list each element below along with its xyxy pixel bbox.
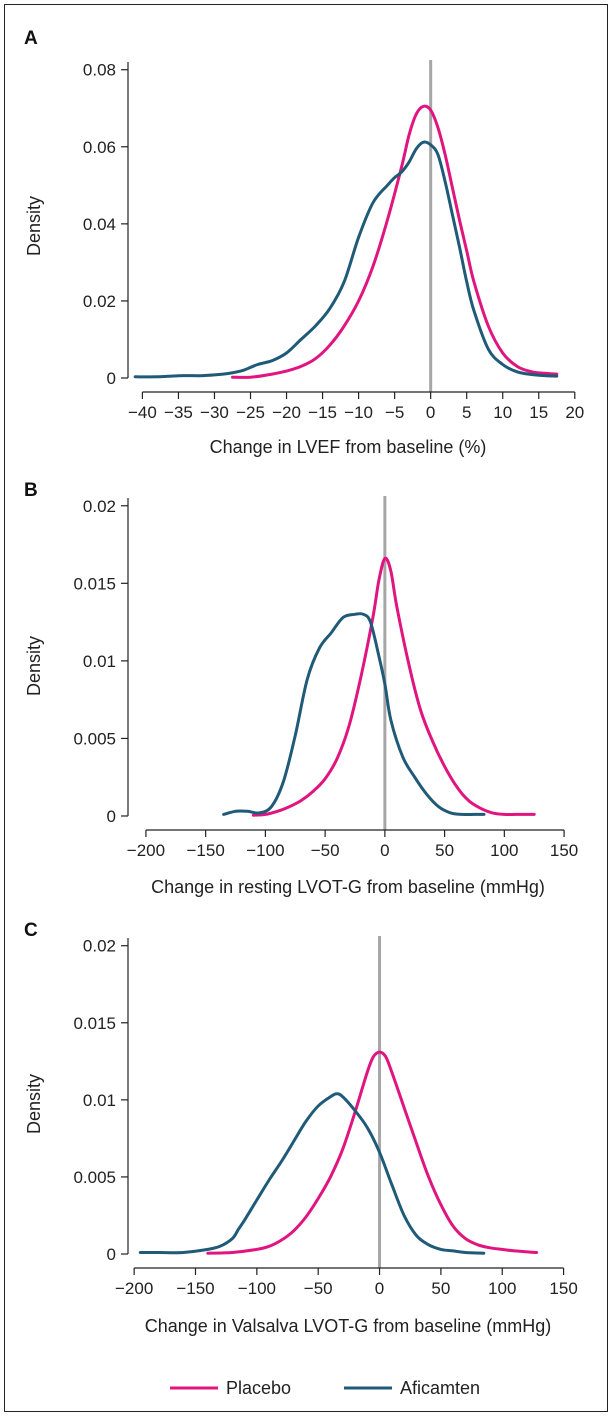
panel-b-x-tick-label: 150 <box>550 841 578 860</box>
panel-a-y-tick-label: 0.02 <box>83 292 116 311</box>
panel-c-x-tick-label: −200 <box>115 1279 153 1298</box>
panel-c-series-placebo <box>206 1050 539 1255</box>
panel-a-x-tick-label: −10 <box>344 403 373 422</box>
panel-a-x-tick-label: 15 <box>529 403 548 422</box>
panel-a-x-tick-label: 10 <box>493 403 512 422</box>
panel-b-x-tick-label: −150 <box>187 841 225 860</box>
panel-a-series-placebo <box>231 104 559 379</box>
panel-b: B Density Change in resting LVOT-G from … <box>24 480 578 897</box>
panel-b-x-tick-label: 0 <box>380 841 389 860</box>
panel-b-x-tick-label: −100 <box>246 841 284 860</box>
panel-a-x-tick-label: −30 <box>200 403 229 422</box>
legend-label-placebo: Placebo <box>226 1378 291 1398</box>
panel-b-x-axis-title: Change in resting LVOT-G from baseline (… <box>151 877 545 897</box>
panel-c-x-tick-label: −100 <box>238 1279 276 1298</box>
panel-a-y-axis-title: Density <box>24 196 44 256</box>
panel-b-y-tick-label: 0.02 <box>83 497 116 516</box>
panel-b-y-axis-title: Density <box>24 636 44 696</box>
panel-a-x-tick-label: −5 <box>385 403 404 422</box>
panel-b-x-tick-label: 50 <box>435 841 454 860</box>
panel-c-x-tick-label: 0 <box>375 1279 384 1298</box>
panel-a-y-tick-label: 0.06 <box>83 138 116 157</box>
panel-a-x-tick-label: 5 <box>462 403 471 422</box>
figure-frame <box>4 4 608 1412</box>
panel-c-letter: C <box>24 920 38 941</box>
panel-a-x-tick-label: −15 <box>308 403 337 422</box>
panel-c-y-tick-label: 0.01 <box>83 1091 116 1110</box>
legend-label-aficamten: Aficamten <box>400 1378 480 1398</box>
panel-a: A Density Change in LVEF from baseline (… <box>24 28 584 457</box>
panel-a-letter: A <box>24 28 38 49</box>
panel-b-y-tick-label: 0 <box>107 807 116 826</box>
panel-a-series-aficamten <box>133 140 559 379</box>
panel-a-x-tick-label: −40 <box>128 403 157 422</box>
panel-c-x-tick-label: −150 <box>176 1279 214 1298</box>
panel-b-series-aficamten <box>222 612 486 817</box>
panel-b-y-tick-label: 0.015 <box>73 574 116 593</box>
panel-a-x-tick-label: −35 <box>164 403 193 422</box>
panel-c-series-aficamten <box>138 1092 486 1255</box>
panel-c: C Density Change in Valsalva LVOT-G from… <box>24 920 578 1336</box>
panel-b-series-placebo <box>251 556 536 817</box>
panel-a-x-tick-label: 0 <box>426 403 435 422</box>
panel-c-y-tick-label: 0 <box>107 1245 116 1264</box>
panel-a-y-tick-label: 0 <box>107 369 116 388</box>
panel-b-x-tick-label: 100 <box>490 841 518 860</box>
panel-c-y-tick-label: 0.005 <box>73 1168 116 1187</box>
panel-c-x-tick-label: 50 <box>431 1279 450 1298</box>
panel-c-y-tick-label: 0.015 <box>73 1014 116 1033</box>
panel-c-x-axis-title: Change in Valsalva LVOT-G from baseline … <box>145 1316 552 1336</box>
panel-c-y-axis-title: Density <box>24 1074 44 1134</box>
panel-c-x-tick-label: 150 <box>549 1279 577 1298</box>
panel-a-x-tick-label: −25 <box>236 403 265 422</box>
panel-b-y-tick-label: 0.01 <box>83 652 116 671</box>
panel-b-x-tick-label: −200 <box>127 841 165 860</box>
panel-b-y-tick-label: 0.005 <box>73 729 116 748</box>
panel-a-x-axis-title: Change in LVEF from baseline (%) <box>210 437 487 457</box>
panel-a-x-tick-label: −20 <box>272 403 301 422</box>
panel-b-x-tick-label: −50 <box>311 841 340 860</box>
legend: Placebo Aficamten <box>170 1378 480 1398</box>
panel-c-x-tick-label: 100 <box>488 1279 516 1298</box>
panel-b-letter: B <box>24 480 38 501</box>
panel-c-y-tick-label: 0.02 <box>83 937 116 956</box>
panel-c-x-tick-label: −50 <box>304 1279 333 1298</box>
panel-a-y-tick-label: 0.08 <box>83 61 116 80</box>
panel-a-y-tick-label: 0.04 <box>83 215 116 234</box>
panel-a-x-tick-label: 20 <box>565 403 584 422</box>
